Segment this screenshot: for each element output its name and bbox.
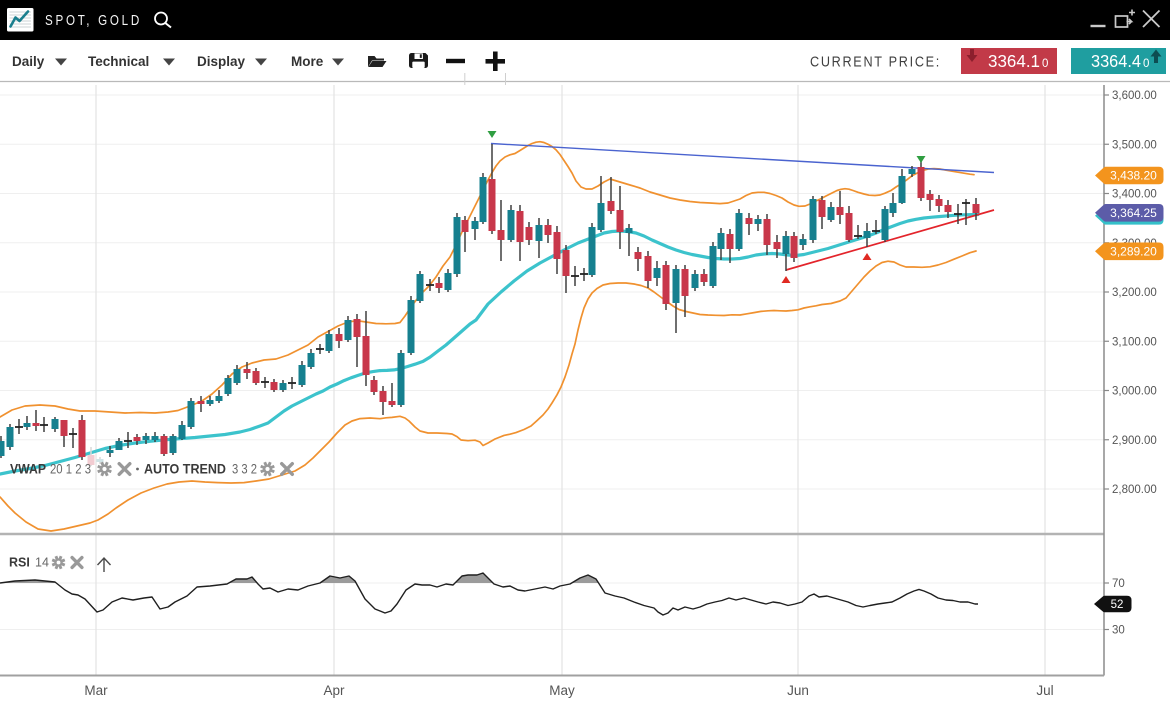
svg-text:2,800.00: 2,800.00 [1112,484,1157,496]
svg-text:0: 0 [1143,58,1149,70]
svg-text:70: 70 [1112,578,1125,590]
svg-text:Apr: Apr [323,683,345,698]
svg-text:52: 52 [1111,599,1124,611]
svg-text:0: 0 [1042,58,1048,70]
svg-text:Jun: Jun [787,683,809,698]
svg-text:2,900.00: 2,900.00 [1112,435,1157,447]
svg-text:3,500.00: 3,500.00 [1112,139,1157,151]
svg-text:Jul: Jul [1036,683,1053,698]
svg-text:VWAP: VWAP [10,462,46,477]
svg-text:3,100.00: 3,100.00 [1112,336,1157,348]
svg-text:AUTO TREND: AUTO TREND [144,462,226,477]
svg-text:3 3 2: 3 3 2 [232,462,257,477]
svg-text:Daily: Daily [12,54,45,69]
svg-text:Technical: Technical [88,54,149,69]
svg-text:More: More [291,54,324,69]
svg-text:20 1 2 3: 20 1 2 3 [50,462,91,477]
svg-text:3,289.20: 3,289.20 [1110,244,1157,258]
svg-text:Mar: Mar [84,683,108,698]
svg-text:3364.1: 3364.1 [988,51,1040,71]
svg-text:CURRENT PRICE:: CURRENT PRICE: [810,54,941,71]
svg-text:3,438.20: 3,438.20 [1110,169,1157,183]
svg-text:14: 14 [35,556,49,570]
svg-text:3,600.00: 3,600.00 [1112,90,1157,102]
svg-text:3,000.00: 3,000.00 [1112,386,1157,398]
svg-text:3,400.00: 3,400.00 [1112,189,1157,201]
svg-text:3364.4: 3364.4 [1091,51,1141,71]
svg-text:3,200.00: 3,200.00 [1112,287,1157,299]
svg-text:30: 30 [1112,625,1125,637]
svg-text:RSI: RSI [9,556,30,570]
svg-text:Display: Display [197,54,246,69]
svg-text:May: May [549,683,575,698]
svg-text:3,364.25: 3,364.25 [1110,206,1157,220]
svg-text:SPOT, GOLD: SPOT, GOLD [45,13,142,29]
